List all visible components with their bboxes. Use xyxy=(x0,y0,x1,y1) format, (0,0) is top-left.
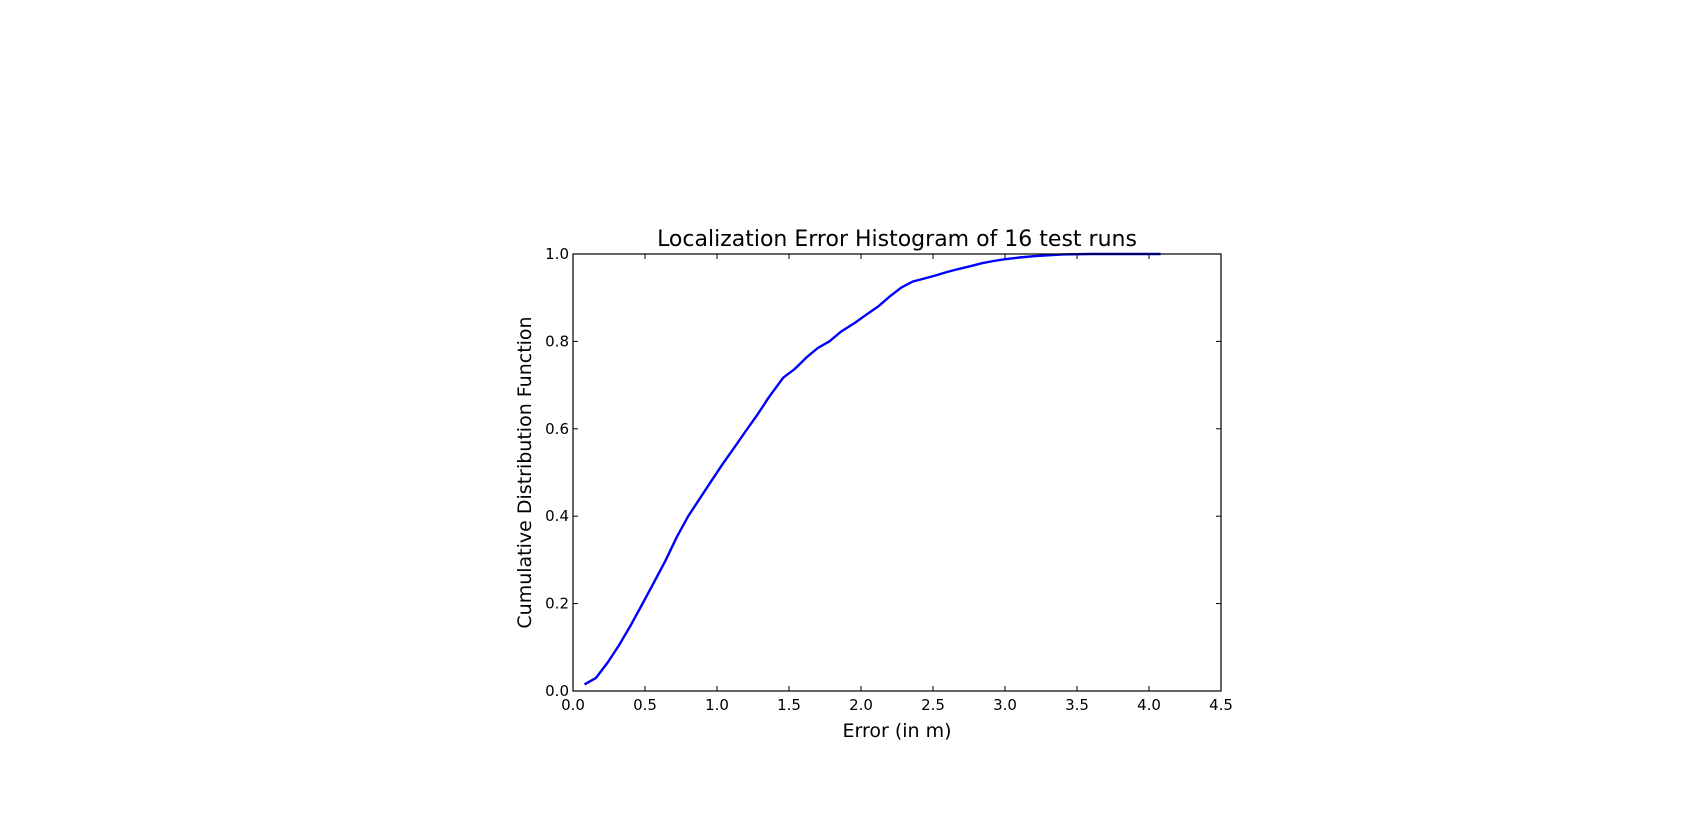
x-tick-label: 4.0 xyxy=(1137,696,1161,714)
y-axis-label: Cumulative Distribution Function xyxy=(514,316,536,628)
x-ticks: 0.0 0.5 1.0 1.5 2.0 2.5 3.0 3.5 4.0 4.5 xyxy=(561,254,1233,714)
chart-title: Localization Error Histogram of 16 test … xyxy=(657,227,1137,252)
y-tick-label: 0.0 xyxy=(545,682,569,700)
x-tick-label: 2.0 xyxy=(849,696,873,714)
x-tick-label: 4.5 xyxy=(1209,696,1233,714)
y-tick-label: 1.0 xyxy=(545,245,569,263)
y-tick-label: 0.2 xyxy=(545,595,569,613)
series-layer xyxy=(583,252,1161,686)
x-tick-label: 1.0 xyxy=(705,696,729,714)
plot-frame xyxy=(572,253,1222,692)
y-ticks: 0.0 0.2 0.4 0.6 0.8 1.0 xyxy=(545,245,1221,700)
y-tick-label: 0.8 xyxy=(545,332,569,350)
series-line-0 xyxy=(583,252,1161,686)
x-tick-label: 3.0 xyxy=(993,696,1017,714)
x-tick-label: 0.5 xyxy=(633,696,657,714)
x-tick-label: 3.5 xyxy=(1065,696,1089,714)
y-tick-label: 0.4 xyxy=(545,507,569,525)
x-tick-label: 1.5 xyxy=(777,696,801,714)
x-tick-label: 0.0 xyxy=(561,696,585,714)
x-axis-label: Error (in m) xyxy=(842,720,951,742)
y-tick-label: 0.6 xyxy=(545,420,569,438)
x-tick-label: 2.5 xyxy=(921,696,945,714)
